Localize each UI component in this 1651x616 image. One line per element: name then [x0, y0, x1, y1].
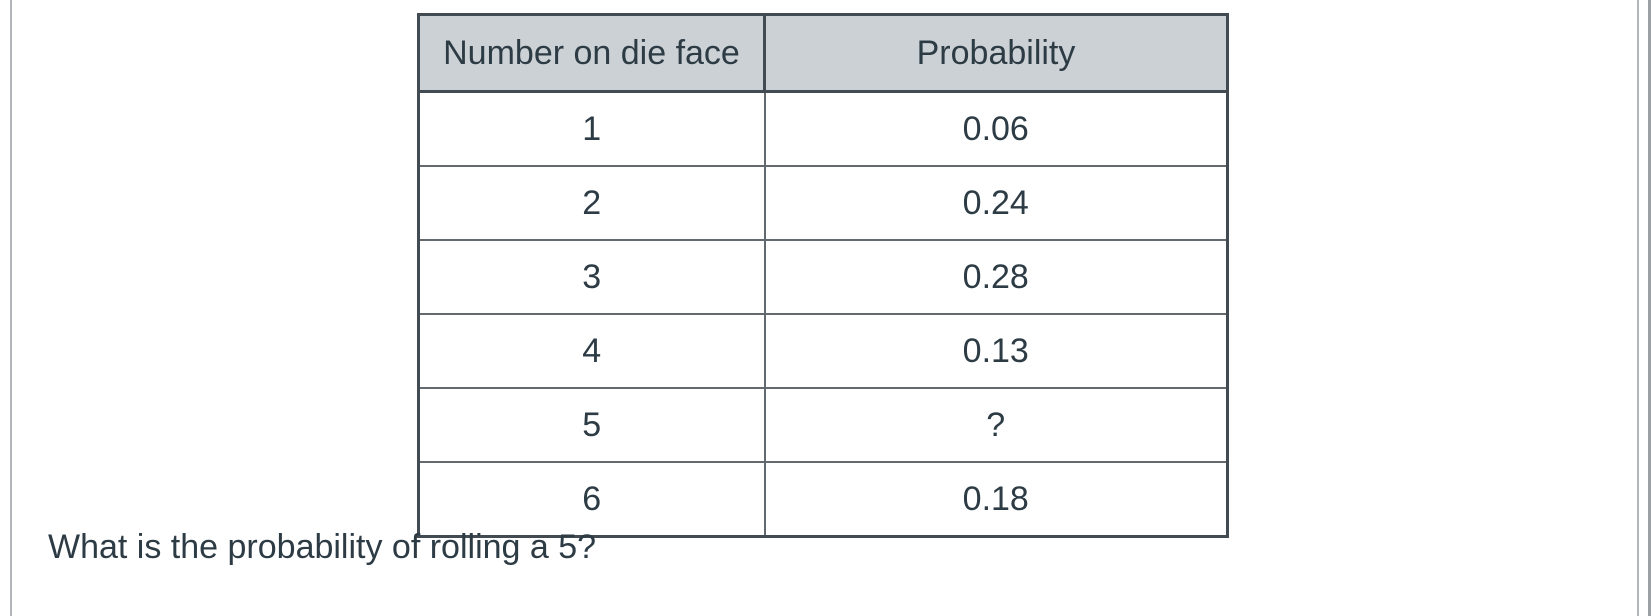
probability-cell: 0.13 [763, 313, 1229, 389]
die-face-cell: 6 [417, 461, 766, 538]
die-probability-table: Number on die face Probability 1 0.06 2 … [417, 13, 1229, 538]
header-cell-die-face: Number on die face [417, 13, 766, 93]
table-row: 5 ? [417, 387, 1229, 463]
table-row: 2 0.24 [417, 165, 1229, 241]
table-row: 1 0.06 [417, 90, 1229, 167]
probability-cell: 0.06 [763, 90, 1229, 167]
table-row: 4 0.13 [417, 313, 1229, 389]
probability-cell: 0.18 [763, 461, 1229, 538]
die-face-cell: 4 [417, 313, 766, 389]
die-face-cell: 5 [417, 387, 766, 463]
probability-cell: 0.24 [763, 165, 1229, 241]
die-face-cell: 1 [417, 90, 766, 167]
header-cell-probability: Probability [763, 13, 1229, 93]
viewport-right-edge [1648, 0, 1651, 616]
question-text: What is the probability of rolling a 5? [48, 528, 597, 566]
probability-cell: 0.28 [763, 239, 1229, 315]
table-row: 3 0.28 [417, 239, 1229, 315]
probability-cell: ? [763, 387, 1229, 463]
page-left-border [10, 0, 12, 616]
die-face-cell: 2 [417, 165, 766, 241]
table-row: 6 0.18 [417, 461, 1229, 538]
die-face-cell: 3 [417, 239, 766, 315]
table-header-row: Number on die face Probability [417, 13, 1229, 93]
page-right-border [1637, 0, 1639, 616]
